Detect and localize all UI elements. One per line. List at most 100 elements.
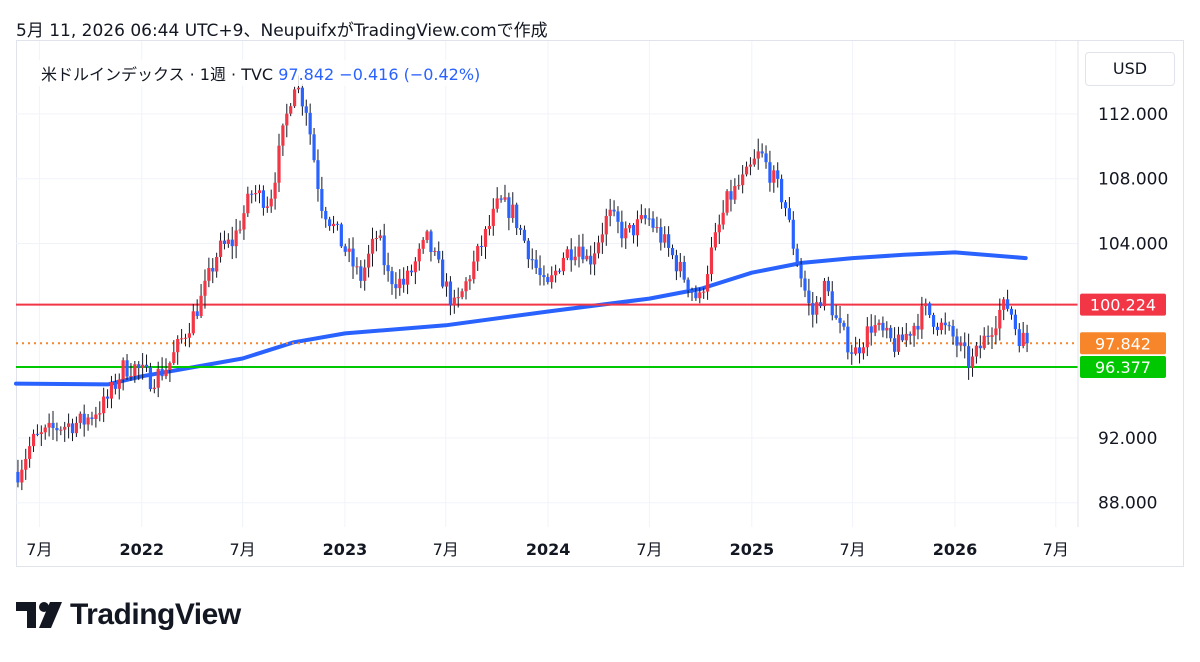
- candle: [148, 362, 153, 392]
- candle: [300, 83, 304, 116]
- candle-body: [39, 432, 43, 434]
- candle-body: [561, 257, 566, 272]
- candle-body: [620, 221, 624, 239]
- candle-body: [460, 291, 464, 298]
- candle: [405, 265, 410, 295]
- candle-body: [479, 246, 484, 248]
- candle: [1021, 321, 1025, 349]
- currency-button[interactable]: USD: [1085, 52, 1175, 86]
- candle: [670, 244, 675, 260]
- candle-body: [417, 248, 421, 262]
- candle-body: [737, 185, 741, 187]
- candle: [230, 226, 234, 260]
- candle-body: [472, 261, 476, 280]
- candle-body: [670, 247, 675, 256]
- candle-body: [304, 106, 308, 113]
- candle-body: [826, 280, 830, 292]
- candle-body: [55, 428, 59, 431]
- candle: [218, 232, 223, 263]
- candle: [160, 357, 164, 381]
- candle-body: [881, 322, 885, 331]
- candle-body: [246, 193, 250, 214]
- candle-body: [694, 292, 698, 299]
- candle-body: [316, 160, 320, 189]
- candle: [328, 216, 332, 231]
- candle: [28, 436, 32, 468]
- candle: [382, 223, 386, 275]
- candle-body: [522, 229, 527, 241]
- candle: [974, 341, 979, 364]
- candle-body: [74, 422, 78, 434]
- candle: [760, 143, 764, 158]
- tradingview-logo[interactable]: TradingView: [16, 598, 241, 632]
- candle: [834, 305, 838, 320]
- candle: [608, 198, 612, 227]
- candle-body: [959, 342, 963, 346]
- candle: [90, 411, 94, 426]
- candle-body: [390, 271, 394, 285]
- symbol-legend[interactable]: 米ドルインデックス · 1週 · TVC 97.842 −0.416 (−0.4…: [38, 60, 484, 86]
- candle: [826, 276, 830, 297]
- candle-body: [1017, 329, 1021, 346]
- candle-body: [741, 174, 745, 186]
- candle-body: [254, 193, 258, 195]
- candle: [378, 229, 382, 241]
- candle-body: [425, 231, 429, 240]
- candle-body: [768, 162, 772, 183]
- candle: [207, 257, 211, 288]
- candle-body: [815, 302, 819, 315]
- candle: [709, 236, 714, 282]
- candle-body: [869, 326, 873, 333]
- candle: [487, 214, 491, 236]
- candle: [402, 267, 406, 293]
- candle-body: [978, 345, 982, 349]
- candle: [970, 348, 975, 377]
- candle-body: [269, 198, 273, 207]
- candle: [803, 270, 807, 298]
- candle-body: [643, 215, 647, 219]
- candle: [1009, 306, 1014, 320]
- candle-body: [892, 338, 897, 352]
- candle: [744, 161, 749, 177]
- candle: [265, 196, 269, 213]
- candle-body: [296, 87, 301, 90]
- candle: [748, 157, 753, 176]
- candle: [604, 208, 608, 246]
- candle-body: [818, 302, 823, 307]
- candle-body: [900, 334, 904, 341]
- candle: [47, 413, 51, 437]
- candle: [963, 332, 967, 359]
- candle: [74, 416, 78, 437]
- candle: [518, 224, 523, 236]
- candle-body: [148, 367, 153, 390]
- candle-body: [35, 433, 40, 435]
- candle-body: [515, 204, 519, 229]
- candle-body: [850, 352, 854, 354]
- candle-body: [776, 170, 780, 179]
- candle-body: [647, 218, 651, 220]
- candle-body: [908, 333, 912, 336]
- candle-body: [437, 251, 441, 260]
- candle-body: [59, 429, 63, 431]
- candle: [713, 222, 717, 251]
- candle: [581, 233, 585, 264]
- candle: [308, 103, 312, 145]
- candle: [818, 297, 823, 309]
- candle-body: [756, 151, 760, 159]
- candle: [59, 426, 63, 436]
- candle-body: [791, 219, 795, 249]
- candle: [312, 128, 316, 163]
- candle-body: [448, 281, 453, 306]
- candle-body: [429, 231, 433, 252]
- candle: [647, 208, 651, 226]
- candle: [861, 342, 866, 360]
- candle-body: [924, 303, 928, 307]
- candle-body: [187, 333, 191, 338]
- candle-body: [335, 223, 340, 225]
- candle-body: [102, 396, 106, 414]
- candle: [982, 327, 986, 350]
- candle: [409, 264, 414, 277]
- candle: [448, 276, 453, 316]
- candle-body: [565, 249, 569, 258]
